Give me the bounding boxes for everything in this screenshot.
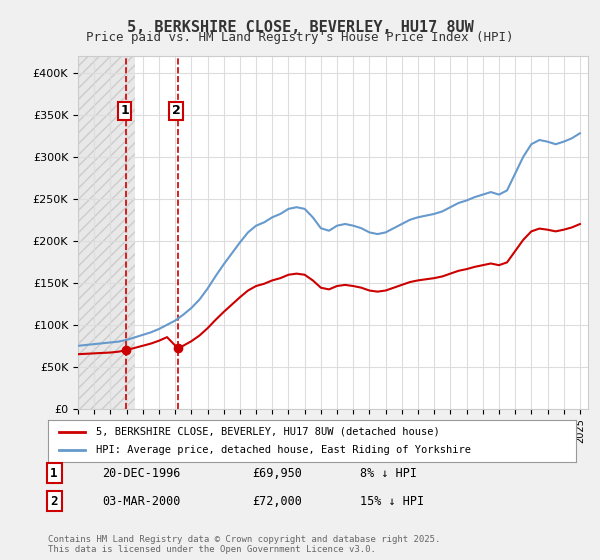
Text: 1: 1 <box>120 104 129 117</box>
Text: £72,000: £72,000 <box>252 494 302 508</box>
Bar <box>78 56 134 409</box>
Text: 5, BERKSHIRE CLOSE, BEVERLEY, HU17 8UW: 5, BERKSHIRE CLOSE, BEVERLEY, HU17 8UW <box>127 20 473 35</box>
Text: Contains HM Land Registry data © Crown copyright and database right 2025.
This d: Contains HM Land Registry data © Crown c… <box>48 535 440 554</box>
Text: 03-MAR-2000: 03-MAR-2000 <box>102 494 181 508</box>
Text: 1: 1 <box>50 466 58 480</box>
Text: Price paid vs. HM Land Registry's House Price Index (HPI): Price paid vs. HM Land Registry's House … <box>86 31 514 44</box>
Text: 5, BERKSHIRE CLOSE, BEVERLEY, HU17 8UW (detached house): 5, BERKSHIRE CLOSE, BEVERLEY, HU17 8UW (… <box>95 427 439 437</box>
Text: £69,950: £69,950 <box>252 466 302 480</box>
Text: 8% ↓ HPI: 8% ↓ HPI <box>360 466 417 480</box>
Text: 20-DEC-1996: 20-DEC-1996 <box>102 466 181 480</box>
Text: 2: 2 <box>50 494 58 508</box>
Text: 15% ↓ HPI: 15% ↓ HPI <box>360 494 424 508</box>
Text: 2: 2 <box>172 104 181 117</box>
Text: HPI: Average price, detached house, East Riding of Yorkshire: HPI: Average price, detached house, East… <box>95 445 470 455</box>
